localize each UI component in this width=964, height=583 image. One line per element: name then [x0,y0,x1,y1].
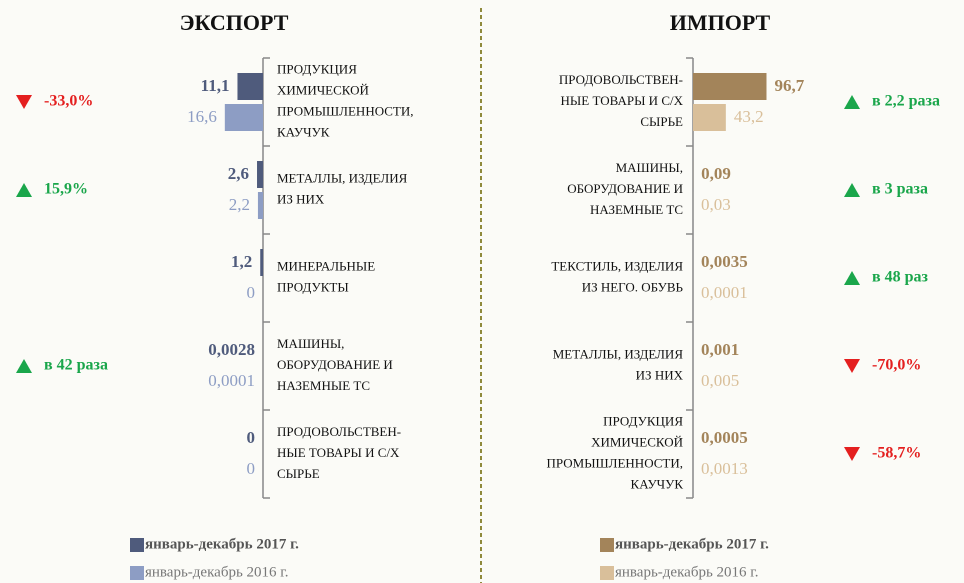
category-label: КАУЧУК [631,476,684,491]
bar [257,161,263,188]
value-label: 0,005 [701,371,739,390]
category-label: МЕТАЛЛЫ, ИЗДЕЛИЯ [277,170,408,185]
change-label: в 42 раза [44,357,108,374]
change-label: -33,0% [44,93,93,110]
category-label: КАУЧУК [277,124,330,139]
change-label: в 2,2 раза [872,93,940,110]
change-label: -58,7% [872,445,921,462]
category-label: НАЗЕМНЫЕ ТС [277,378,370,393]
value-label: 0,0013 [701,459,748,478]
change-label: 15,9% [44,181,88,198]
value-label: 16,6 [187,107,217,126]
value-label: 0,001 [701,340,739,359]
bar [693,73,767,100]
value-label: 0 [247,428,256,447]
category-label: ХИМИЧЕСКОЙ [591,434,683,449]
category-label: СЫРЬЕ [640,114,683,129]
value-label: 0 [247,283,256,302]
value-label: 0,0001 [701,283,748,302]
value-label: 2,2 [229,195,250,214]
value-label: 0,03 [701,195,731,214]
change-label: в 48 раз [872,269,929,286]
category-label: ОБОРУДОВАНИЕ И [277,357,393,372]
value-label: 11,1 [201,76,230,95]
bar [260,249,263,276]
value-label: 0 [247,459,256,478]
change-arrow [16,359,32,373]
category-label: НЫЕ ТОВАРЫ И С/Х [561,93,684,108]
category-label: ПРОМЫШЛЕННОСТИ, [546,455,683,470]
category-label: ПРОМЫШЛЕННОСТИ, [277,103,414,118]
value-label: 43,2 [734,107,764,126]
bar [257,192,263,219]
change-arrow [844,95,860,109]
value-label: 2,6 [228,164,249,183]
category-label: МАШИНЫ, [277,336,344,351]
change-label: в 3 раза [872,181,928,198]
legend-swatch [130,538,144,552]
value-label: 0,0028 [208,340,255,359]
category-label: МИНЕРАЛЬНЫЕ [277,258,375,273]
chart-title: ЭКСПОРТ [180,10,289,35]
value-label: 1,2 [231,252,252,271]
value-label: 0,09 [701,164,731,183]
category-label: МАШИНЫ, [616,160,683,175]
change-arrow [844,271,860,285]
value-label: 0,0035 [701,252,748,271]
legend-label: январь-декабрь 2017 г. [615,536,769,552]
bar [224,104,263,131]
category-label: ПРОДУКТЫ [277,279,349,294]
bar [237,73,263,100]
value-label: 0,0001 [208,371,255,390]
category-label: НАЗЕМНЫЕ ТС [590,202,683,217]
bar [693,104,726,131]
category-label: ТЕКСТИЛЬ, ИЗДЕЛИЯ [551,258,683,273]
category-label: СЫРЬЕ [277,466,320,481]
change-arrow [16,95,32,109]
change-arrow [844,447,860,461]
category-label: ПРОДОВОЛЬСТВЕН- [559,72,683,87]
category-label: ИЗ НЕГО. ОБУВЬ [582,279,684,294]
category-label: МЕТАЛЛЫ, ИЗДЕЛИЯ [553,346,684,361]
category-label: ИЗ НИХ [636,367,684,382]
change-arrow [16,183,32,197]
category-label: НЫЕ ТОВАРЫ И С/Х [277,445,400,460]
legend-label: январь-декабрь 2016 г. [145,564,289,580]
change-arrow [844,183,860,197]
legend-label: январь-декабрь 2017 г. [145,536,299,552]
legend-swatch [600,538,614,552]
category-label: ПРОДУКЦИЯ [603,413,683,428]
category-label: ПРОДУКЦИЯ [277,61,357,76]
legend-label: январь-декабрь 2016 г. [615,564,759,580]
category-label: ПРОДОВОЛЬСТВЕН- [277,424,401,439]
chart-title: ИМПОРТ [670,10,771,35]
legend-swatch [600,566,614,580]
category-label: ОБОРУДОВАНИЕ И [567,181,683,196]
value-label: 96,7 [774,76,804,95]
change-arrow [844,359,860,373]
change-label: -70,0% [872,357,921,374]
category-label: ИЗ НИХ [277,191,325,206]
category-label: ХИМИЧЕСКОЙ [277,82,369,97]
legend-swatch [130,566,144,580]
value-label: 0,0005 [701,428,748,447]
